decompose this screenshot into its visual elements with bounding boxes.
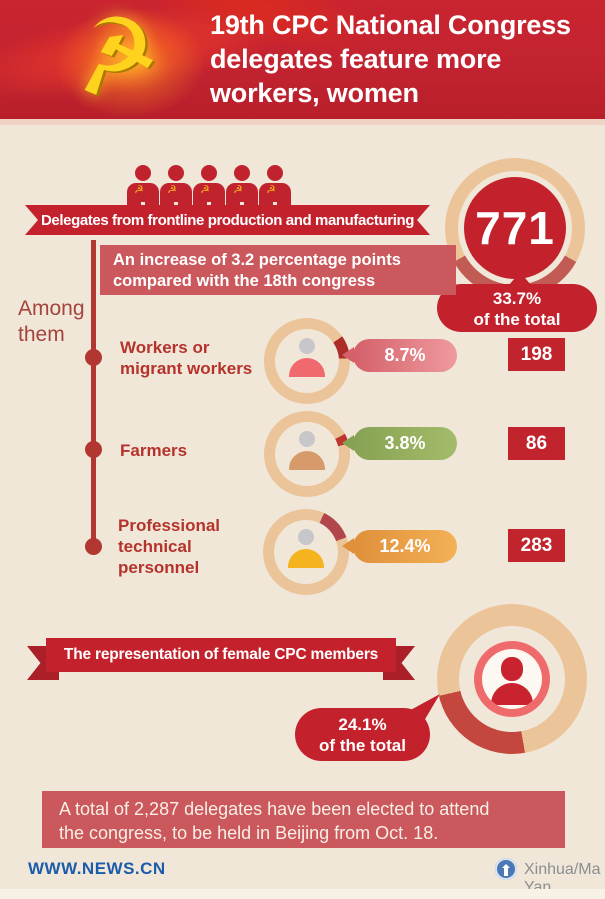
pill-pointer bbox=[342, 347, 354, 363]
female-silhouette-icon bbox=[491, 683, 533, 705]
emblem-glow bbox=[55, 8, 205, 118]
donut-chart-female bbox=[437, 604, 587, 754]
delegate-figure-icon: ☭ bbox=[193, 165, 225, 209]
title-line: delegates feature more bbox=[210, 44, 502, 74]
pill-pointer bbox=[342, 538, 354, 554]
ribbon-banner-female: The representation of female CPC members bbox=[46, 638, 396, 672]
guide-dot bbox=[85, 538, 102, 555]
guide-line bbox=[91, 240, 96, 552]
note-line: An increase of 3.2 percentage points bbox=[113, 251, 401, 269]
count-box-workers: 198 bbox=[508, 338, 565, 371]
donut-chart-professional bbox=[263, 509, 349, 595]
title-line: workers, women bbox=[210, 78, 419, 108]
donut-hole bbox=[274, 520, 338, 584]
divider-strip bbox=[0, 119, 605, 125]
share-percent: 24.1% bbox=[338, 715, 387, 734]
share-caption: of the total bbox=[473, 310, 561, 329]
person-icon bbox=[299, 431, 315, 447]
among-them-label: Among them bbox=[18, 297, 85, 346]
share-percent: 33.7% bbox=[492, 289, 542, 308]
footnote-line: the congress, to be held in Beijing from… bbox=[59, 823, 439, 843]
delegate-figure-icon: ☭ bbox=[226, 165, 258, 209]
person-icon bbox=[288, 549, 324, 568]
delegate-figure-icon: ☭ bbox=[259, 165, 291, 209]
news-site-link[interactable]: WWW.NEWS.CN bbox=[28, 859, 166, 878]
footnote-box: A total of 2,287 delegates have been ele… bbox=[42, 791, 565, 848]
row-label-farmers: Farmers bbox=[120, 441, 188, 460]
total-value: 771 bbox=[464, 177, 566, 279]
person-icon bbox=[299, 338, 315, 354]
share-bubble-female: 24.1% of the total bbox=[295, 708, 430, 761]
increase-note: An increase of 3.2 percentage points com… bbox=[100, 245, 456, 295]
banner-text: Delegates from frontline production and … bbox=[41, 211, 414, 229]
count-box-professional: 283 bbox=[508, 529, 565, 562]
share-caption: of the total bbox=[319, 736, 406, 755]
percent-pill-workers: 8.7% bbox=[342, 339, 457, 372]
row-label-workers: Workers or migrant workers bbox=[120, 338, 253, 378]
ribbon-banner-frontline: Delegates from frontline production and … bbox=[25, 205, 430, 235]
xinhua-logo-icon bbox=[495, 858, 517, 880]
inner-circle bbox=[482, 649, 542, 709]
female-silhouette-icon bbox=[501, 657, 523, 681]
bubble-pointer bbox=[509, 272, 531, 285]
person-icon bbox=[289, 358, 325, 377]
guide-dot bbox=[85, 441, 102, 458]
delegate-figure-icon: ☭ bbox=[160, 165, 192, 209]
delegate-figure-icon: ☭ bbox=[127, 165, 159, 209]
pill-pointer bbox=[342, 435, 354, 451]
donut-chart-workers bbox=[264, 318, 350, 404]
person-icon bbox=[298, 529, 314, 545]
page-title: 19th CPC National Congress delegates fea… bbox=[210, 8, 600, 110]
count-box-farmers: 86 bbox=[508, 427, 565, 460]
percent-pill-professional: 12.4% bbox=[342, 530, 457, 563]
donut-hole bbox=[275, 329, 339, 393]
divider-strip bbox=[0, 889, 605, 899]
guide-dot bbox=[85, 349, 102, 366]
footnote-line: A total of 2,287 delegates have been ele… bbox=[59, 799, 490, 819]
person-icon bbox=[289, 451, 325, 470]
note-line: compared with the 18th congress bbox=[113, 272, 376, 290]
banner-text: The representation of female CPC members bbox=[63, 646, 379, 663]
row-label-professional: Professional technical personnel bbox=[118, 516, 221, 577]
percent-pill-farmers: 3.8% bbox=[342, 427, 457, 460]
title-line: 19th CPC National Congress bbox=[210, 10, 571, 40]
donut-chart-frontline-total: 771 bbox=[445, 158, 585, 298]
share-bubble-total: 33.7% of the total bbox=[437, 272, 597, 332]
donut-chart-farmers bbox=[264, 411, 350, 497]
donut-hole bbox=[275, 422, 339, 486]
header-banner: ☭ 19th CPC National Congress delegates f… bbox=[0, 0, 605, 119]
